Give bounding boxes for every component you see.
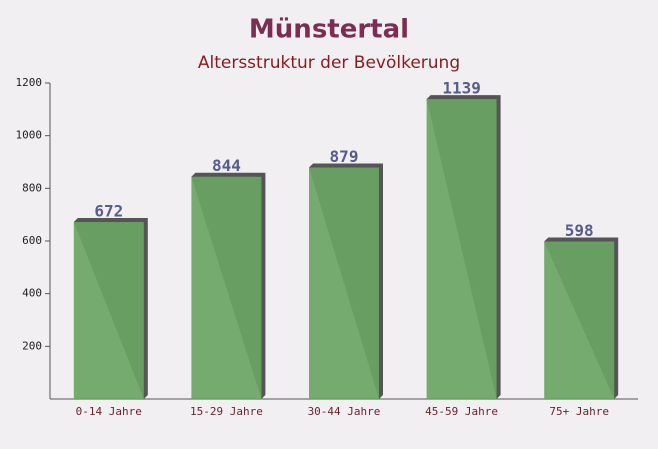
bar — [73, 222, 144, 399]
bar — [309, 167, 379, 399]
bar — [426, 99, 497, 400]
value-label: 598 — [565, 221, 594, 240]
y-tick-label: 800 — [22, 181, 42, 194]
y-tick-label: 1200 — [16, 76, 43, 89]
x-tick-label: 30-44 Jahre — [308, 405, 381, 418]
y-tick-label: 600 — [22, 234, 42, 247]
y-tick-label: 400 — [22, 287, 42, 300]
value-label: 879 — [330, 147, 359, 166]
value-label: 844 — [212, 156, 241, 175]
value-label: 1139 — [442, 79, 481, 98]
chart-subtitle: Altersstruktur der Bevölkerung — [198, 53, 460, 73]
x-tick-label: 15-29 Jahre — [190, 405, 263, 418]
chart-title: Münstertal — [249, 15, 409, 45]
bar — [191, 176, 262, 399]
x-tick-label: 45-59 Jahre — [425, 405, 498, 418]
bar — [544, 241, 615, 399]
x-tick-label: 75+ Jahre — [549, 405, 609, 418]
y-tick-label: 200 — [22, 339, 42, 352]
x-tick-label: 0-14 Jahre — [76, 405, 142, 418]
y-tick-label: 1000 — [16, 129, 43, 142]
value-label: 672 — [94, 202, 123, 221]
